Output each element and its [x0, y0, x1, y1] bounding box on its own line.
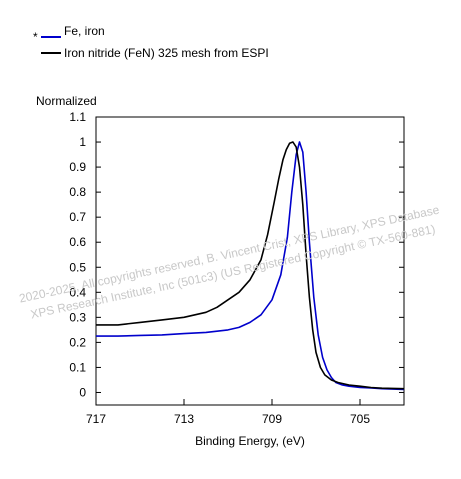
x-axis-title: Binding Energy, (eV) [195, 434, 305, 448]
x-tick-label: 713 [174, 412, 194, 426]
y-axis-title: Normalized [36, 94, 97, 108]
y-tick-label: 0.3 [69, 310, 86, 324]
x-tick-label: 717 [86, 412, 106, 426]
series-line-0 [96, 141, 405, 391]
x-axis: 717 713 709 705 [86, 399, 370, 426]
y-tick-label: 1.1 [69, 110, 86, 124]
y-tick-label: 0.7 [69, 210, 86, 224]
series-line-1 [96, 141, 405, 390]
y-tick-label: 0.4 [69, 285, 86, 299]
y-tick-label: 0.5 [69, 260, 86, 274]
legend-marker: * [33, 30, 38, 44]
y-tick-label: 1 [79, 135, 86, 149]
series-layer [96, 141, 405, 391]
y-tick-label: 0 [79, 385, 86, 399]
legend-label-series-0: Fe, iron [64, 24, 105, 38]
legend-label-series-1: Iron nitride (FeN) 325 mesh from ESPI [64, 46, 269, 60]
y-tick-label: 0.1 [69, 360, 86, 374]
x-tick-label: 705 [350, 412, 370, 426]
y-axis: 0 0.1 0.2 0.3 0.4 0.5 0.6 0.7 0.8 0.9 1 1.1 [69, 110, 404, 399]
plot-frame [95, 116, 405, 406]
y-tick-label: 0.8 [69, 185, 86, 199]
x-tick-label: 709 [262, 412, 282, 426]
y-tick-label: 0.6 [69, 235, 86, 249]
y-tick-label: 0.2 [69, 335, 86, 349]
y-tick-label: 0.9 [69, 160, 86, 174]
legend: * Fe, iron Iron nitride (FeN) 325 mesh f… [33, 24, 269, 60]
watermark-line-2: XPS Research Institute, Inc (501c3) (US … [29, 222, 436, 322]
